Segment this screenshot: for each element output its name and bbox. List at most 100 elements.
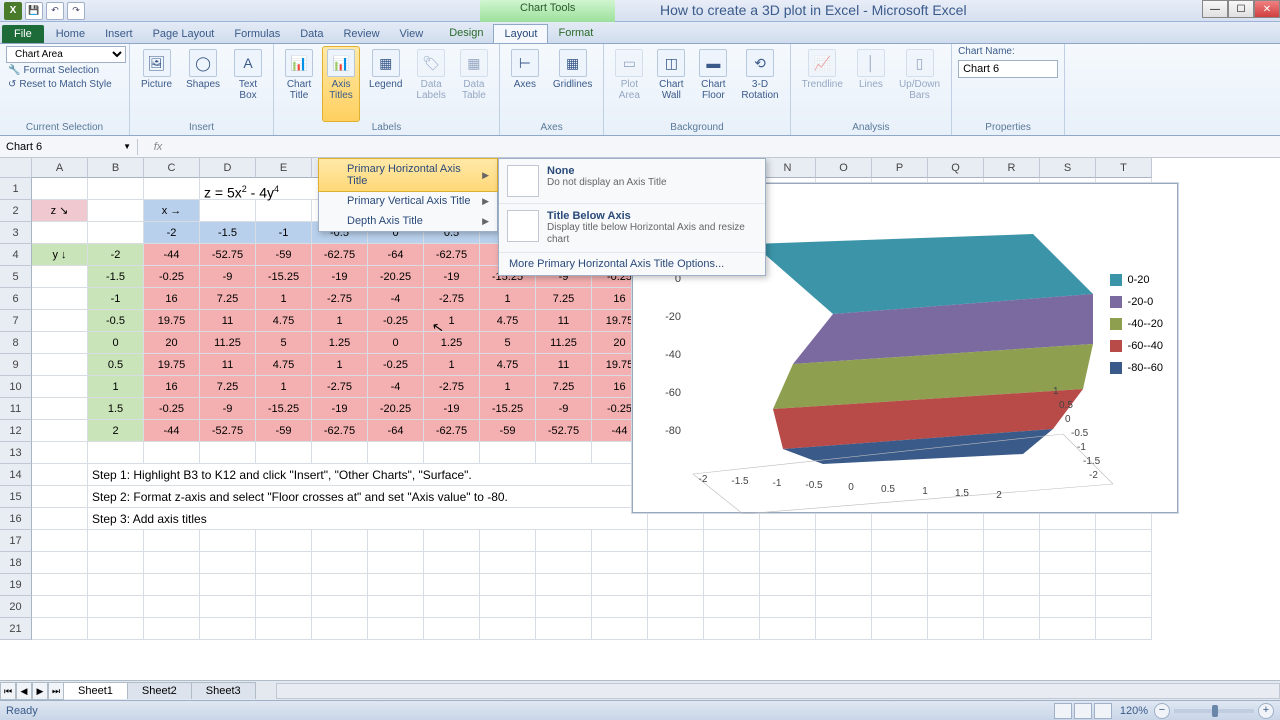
formula-bar-row: Chart 6▼ fx <box>0 136 1280 158</box>
sheet-tab-sheet2[interactable]: Sheet2 <box>127 682 192 699</box>
chart-name-input[interactable] <box>958 60 1058 78</box>
tab-review[interactable]: Review <box>333 25 389 43</box>
fx-icon[interactable]: fx <box>138 141 178 153</box>
svg-text:0.5: 0.5 <box>1059 400 1073 411</box>
window-title: How to create a 3D plot in Excel - Micro… <box>660 2 967 18</box>
tab-design[interactable]: Design <box>439 24 493 43</box>
trendline-icon: 📈 <box>808 49 836 77</box>
group-insert: Insert <box>136 122 267 135</box>
tab-formulas[interactable]: Formulas <box>224 25 290 43</box>
quick-access-toolbar: X 💾 ↶ ↷ <box>0 2 85 20</box>
sheet-nav-next[interactable]: ▶ <box>32 682 48 700</box>
select-all-corner[interactable] <box>0 158 32 178</box>
legend-item: -60--40 <box>1110 340 1163 352</box>
data-table-button[interactable]: ▦DataTable <box>455 46 493 122</box>
chart-title-icon: 📊 <box>285 49 313 77</box>
axes-button[interactable]: ⊢Axes <box>506 46 544 122</box>
undo-icon[interactable]: ↶ <box>46 2 64 20</box>
zoom-percent: 120% <box>1120 705 1148 717</box>
tab-home[interactable]: Home <box>46 25 95 43</box>
shapes-button[interactable]: ◯Shapes <box>181 46 225 122</box>
group-background: Background <box>610 122 783 135</box>
group-axes: Axes <box>506 122 597 135</box>
chart-name-label: Chart Name: <box>958 46 1058 57</box>
option-none[interactable]: NoneDo not display an Axis Title <box>499 159 765 204</box>
tab-format[interactable]: Format <box>548 24 603 43</box>
chart-floor-button[interactable]: ▬ChartFloor <box>694 46 732 122</box>
zoom-out-button[interactable]: − <box>1154 703 1170 719</box>
svg-text:1.5: 1.5 <box>955 488 969 499</box>
shapes-icon: ◯ <box>189 49 217 77</box>
zoom-in-button[interactable]: + <box>1258 703 1274 719</box>
status-bar: Ready 120% − + <box>0 700 1280 720</box>
sheet-nav-first[interactable]: ⏮ <box>0 682 16 700</box>
chart-tools-contextual-label: Chart Tools <box>480 0 615 22</box>
reset-style-button[interactable]: ↺ Reset to Match Style <box>6 78 126 91</box>
formula-bar[interactable] <box>178 145 1280 149</box>
menu-primary-vertical-axis-title[interactable]: Primary Vertical Axis Title▶ <box>319 191 497 211</box>
svg-text:-1.5: -1.5 <box>1083 456 1101 467</box>
window-controls: — ☐ ✕ <box>1202 0 1280 18</box>
data-labels-button[interactable]: 🏷DataLabels <box>411 46 450 122</box>
chart-floor-icon: ▬ <box>699 49 727 77</box>
trendline-button[interactable]: 📈Trendline <box>797 46 848 122</box>
menu-depth-axis-title[interactable]: Depth Axis Title▶ <box>319 211 497 231</box>
axis-titles-button[interactable]: 📊AxisTitles <box>322 46 360 122</box>
tab-page-layout[interactable]: Page Layout <box>143 25 225 43</box>
group-current-selection: Current Selection <box>6 122 123 135</box>
tab-layout[interactable]: Layout <box>493 24 548 43</box>
plot-area-button[interactable]: ▭PlotArea <box>610 46 648 122</box>
sheet-tab-sheet1[interactable]: Sheet1 <box>63 682 128 699</box>
menu-primary-horizontal-axis-title[interactable]: Primary Horizontal Axis Title▶ <box>318 158 498 192</box>
svg-text:-40: -40 <box>665 349 681 361</box>
sheet-tab-sheet3[interactable]: Sheet3 <box>191 682 256 699</box>
axis-titles-submenu: Primary Horizontal Axis Title▶ Primary V… <box>318 158 498 232</box>
gridlines-button[interactable]: ▦Gridlines <box>548 46 597 122</box>
name-box[interactable]: Chart 6▼ <box>0 139 138 155</box>
option-more-axis-title-options[interactable]: More Primary Horizontal Axis Title Optio… <box>499 253 765 275</box>
group-labels: Labels <box>280 122 493 135</box>
svg-text:-1: -1 <box>773 478 782 489</box>
legend-item: -80--60 <box>1110 362 1163 374</box>
minimize-button[interactable]: — <box>1202 0 1228 18</box>
row-headers[interactable]: 123456789101112131415161718192021 <box>0 178 32 640</box>
plot-area-icon: ▭ <box>615 49 643 77</box>
horizontal-scrollbar[interactable] <box>276 683 1280 699</box>
chart-wall-icon: ◫ <box>657 49 685 77</box>
close-button[interactable]: ✕ <box>1254 0 1280 18</box>
tab-view[interactable]: View <box>390 25 434 43</box>
rotation-icon: ⟲ <box>746 49 774 77</box>
zoom-slider[interactable] <box>1174 709 1254 713</box>
tab-file[interactable]: File <box>2 25 44 43</box>
textbox-button[interactable]: ATextBox <box>229 46 267 122</box>
format-selection-button[interactable]: 🔧 Format Selection <box>6 64 126 77</box>
sheet-nav-prev[interactable]: ◀ <box>16 682 32 700</box>
maximize-button[interactable]: ☐ <box>1228 0 1254 18</box>
ribbon: Chart Area 🔧 Format Selection ↺ Reset to… <box>0 44 1280 136</box>
view-pagebreak-button[interactable] <box>1094 703 1112 719</box>
chart-element-selector[interactable]: Chart Area <box>6 46 126 63</box>
lines-button[interactable]: │Lines <box>852 46 890 122</box>
legend-icon: ▦ <box>372 49 400 77</box>
legend-button[interactable]: ▦Legend <box>364 46 407 122</box>
ribbon-tabs: File HomeInsertPage LayoutFormulasDataRe… <box>0 22 1280 44</box>
svg-text:-1.5: -1.5 <box>731 476 749 487</box>
chart-title-button[interactable]: 📊ChartTitle <box>280 46 318 122</box>
updown-bars-button[interactable]: ▯Up/DownBars <box>894 46 945 122</box>
worksheet-grid[interactable]: ABCDEFGHIJKLMNOPQRST 1234567891011121314… <box>0 158 1280 644</box>
save-icon[interactable]: 💾 <box>25 2 43 20</box>
picture-button[interactable]: 🖼Picture <box>136 46 177 122</box>
svg-text:0.5: 0.5 <box>881 484 895 495</box>
view-normal-button[interactable] <box>1054 703 1072 719</box>
none-icon <box>507 165 539 197</box>
tab-data[interactable]: Data <box>290 25 333 43</box>
view-layout-button[interactable] <box>1074 703 1092 719</box>
svg-text:0: 0 <box>848 482 854 493</box>
redo-icon[interactable]: ↷ <box>67 2 85 20</box>
data-table-icon: ▦ <box>460 49 488 77</box>
option-title-below-axis[interactable]: Title Below AxisDisplay title below Hori… <box>499 204 765 253</box>
rotation-button[interactable]: ⟲3-DRotation <box>736 46 783 122</box>
sheet-nav-last[interactable]: ⏭ <box>48 682 64 700</box>
chart-wall-button[interactable]: ◫ChartWall <box>652 46 690 122</box>
tab-insert[interactable]: Insert <box>95 25 143 43</box>
